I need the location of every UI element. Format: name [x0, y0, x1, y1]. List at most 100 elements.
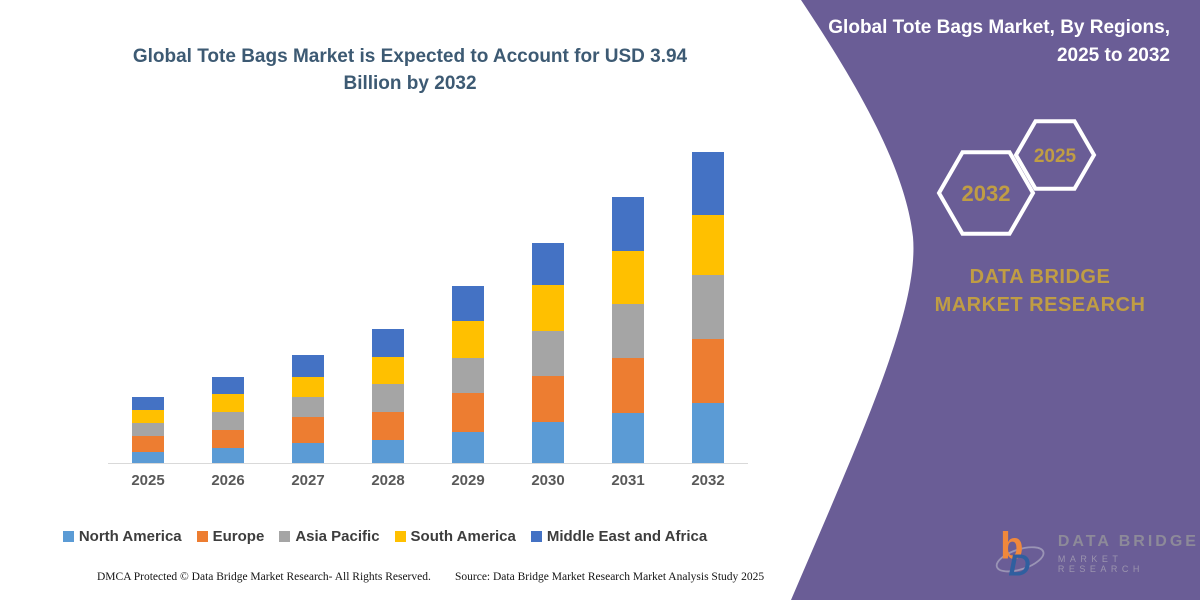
- brand-name: DATA BRIDGE MARKET RESEARCH: [934, 266, 1146, 316]
- bar-segment-south-america: [372, 357, 404, 384]
- x-axis-label-2032: 2032: [691, 472, 725, 489]
- bar-column-2032: [668, 152, 748, 463]
- logo-name: DATA BRIDGE: [1057, 532, 1199, 550]
- bar-segment-north-america: [132, 452, 164, 463]
- hexagon-2032-label: 2032: [962, 181, 1011, 206]
- bar-segment-europe: [532, 376, 564, 422]
- x-axis-label-2030: 2030: [531, 472, 565, 489]
- x-axis-label-2027: 2027: [291, 472, 325, 489]
- legend-swatch-icon: [279, 531, 291, 542]
- bar-segment-north-america: [612, 413, 644, 463]
- bar-column-2029: [428, 153, 508, 463]
- hexagon-years-graphic: 2032 2025: [936, 119, 1097, 236]
- bar-segment-north-america: [692, 403, 724, 463]
- bar-segment-europe: [292, 417, 324, 443]
- purple-panel-shape: [791, 0, 1200, 600]
- panel-title-line2: 2025 to 2032: [1056, 44, 1170, 66]
- bar-segment-middle-east-and-africa: [612, 197, 644, 251]
- legend-swatch-icon: [62, 531, 74, 542]
- bar-column-2026: [188, 153, 268, 463]
- bar-segment-south-america: [132, 410, 164, 423]
- stacked-bar-2029: [452, 286, 484, 463]
- legend-item-middle-east-and-africa: Middle East and Africa: [530, 528, 708, 545]
- stacked-bar-2031: [612, 197, 644, 463]
- bar-segment-europe: [132, 436, 164, 452]
- bar-segment-asia-pacific: [212, 412, 244, 430]
- bar-segment-asia-pacific: [692, 275, 724, 339]
- x-axis-label-2031: 2031: [611, 472, 645, 489]
- bar-segment-asia-pacific: [452, 358, 484, 393]
- panel-title-line1: Global Tote Bags Market, By Regions,: [828, 17, 1170, 38]
- stacked-bar-2026: [212, 377, 244, 463]
- bar-column-2028: [348, 153, 428, 463]
- bar-segment-asia-pacific: [132, 423, 164, 436]
- bar-segment-south-america: [612, 251, 644, 304]
- hexagon-2032: [936, 150, 1036, 236]
- bar-segment-south-america: [692, 215, 724, 275]
- x-axis-label-2029: 2029: [451, 472, 485, 489]
- footer-dmca-text: DMCA Protected © Data Bridge Market Rese…: [97, 571, 431, 583]
- bar-segment-asia-pacific: [612, 304, 644, 358]
- legend-label: South America: [410, 528, 516, 545]
- logo-text: DATA BRIDGE MARKET RESEARCH: [1058, 533, 1200, 574]
- bar-segment-asia-pacific: [532, 331, 564, 376]
- x-axis-label-2026: 2026: [211, 472, 245, 489]
- bar-segment-europe: [452, 393, 484, 432]
- logo-letter-d-icon: D: [1008, 548, 1030, 583]
- logo-subname: MARKET RESEARCH: [1057, 553, 1144, 574]
- legend-label: Middle East and Africa: [546, 528, 708, 545]
- legend-swatch-icon: [394, 531, 406, 542]
- data-bridge-logo-mark: b D: [995, 525, 1045, 583]
- stacked-bar-plot: [108, 152, 748, 464]
- bar-segment-north-america: [292, 443, 324, 463]
- logo-orbit-icon: [995, 546, 1045, 573]
- footer-source-text: Source: Data Bridge Market Research Mark…: [455, 571, 765, 583]
- x-axis-label-2025: 2025: [131, 472, 165, 489]
- legend-label: Europe: [212, 528, 265, 545]
- chart-title-line2: Billion by 2032: [343, 72, 477, 94]
- panel-title: Global Tote Bags Market, By Regions, 202…: [828, 14, 1170, 69]
- logo-letter-b-icon: b: [1000, 525, 1023, 567]
- hexagon-2025-label: 2025: [1034, 146, 1077, 167]
- stacked-bar-2027: [292, 355, 324, 463]
- bar-segment-south-america: [212, 394, 244, 412]
- bar-column-2025: [108, 153, 188, 463]
- legend-swatch-icon: [530, 531, 542, 542]
- stacked-bar-2025: [132, 397, 164, 463]
- bar-segment-asia-pacific: [372, 384, 404, 412]
- bar-segment-europe: [372, 412, 404, 440]
- legend-label: Asia Pacific: [295, 528, 380, 545]
- bar-segment-north-america: [372, 440, 404, 463]
- legend-label: North America: [78, 528, 182, 545]
- bar-segment-south-america: [452, 321, 484, 358]
- bar-segment-middle-east-and-africa: [452, 286, 484, 321]
- bar-segment-middle-east-and-africa: [372, 329, 404, 357]
- legend-item-europe: Europe: [196, 528, 265, 545]
- x-axis-label-2028: 2028: [371, 472, 405, 489]
- bar-segment-europe: [692, 339, 724, 403]
- legend-item-north-america: North America: [62, 528, 182, 545]
- stacked-bar-2028: [372, 329, 404, 463]
- bar-segment-middle-east-and-africa: [292, 355, 324, 377]
- bar-column-2031: [588, 153, 668, 463]
- chart-legend: North America Europe Asia Pacific South Ame…: [0, 528, 770, 545]
- legend-item-south-america: South America: [394, 528, 516, 545]
- legend-swatch-icon: [196, 531, 208, 542]
- bar-segment-north-america: [452, 432, 484, 463]
- chart-title: Global Tote Bags Market is Expected to A…: [110, 44, 710, 97]
- data-bridge-logo: b D DATA BRIDGE MARKET RESEARCH: [993, 522, 1200, 584]
- bar-segment-north-america: [532, 422, 564, 463]
- bar-segment-asia-pacific: [292, 397, 324, 417]
- stacked-bar-2032: [692, 152, 724, 463]
- hexagon-2025: [1013, 119, 1097, 191]
- bar-segment-middle-east-and-africa: [212, 377, 244, 394]
- bar-segment-europe: [212, 430, 244, 448]
- x-axis-labels: 2025 2026 2027 2028 2029 2030 2031 2032: [108, 472, 748, 489]
- chart-title-line1: Global Tote Bags Market is Expected to A…: [132, 46, 688, 67]
- bar-segment-middle-east-and-africa: [532, 243, 564, 285]
- stacked-bar-2030: [532, 243, 564, 463]
- bar-column-2027: [268, 153, 348, 463]
- legend-item-asia-pacific: Asia Pacific: [279, 528, 380, 545]
- bar-column-2030: [508, 153, 588, 463]
